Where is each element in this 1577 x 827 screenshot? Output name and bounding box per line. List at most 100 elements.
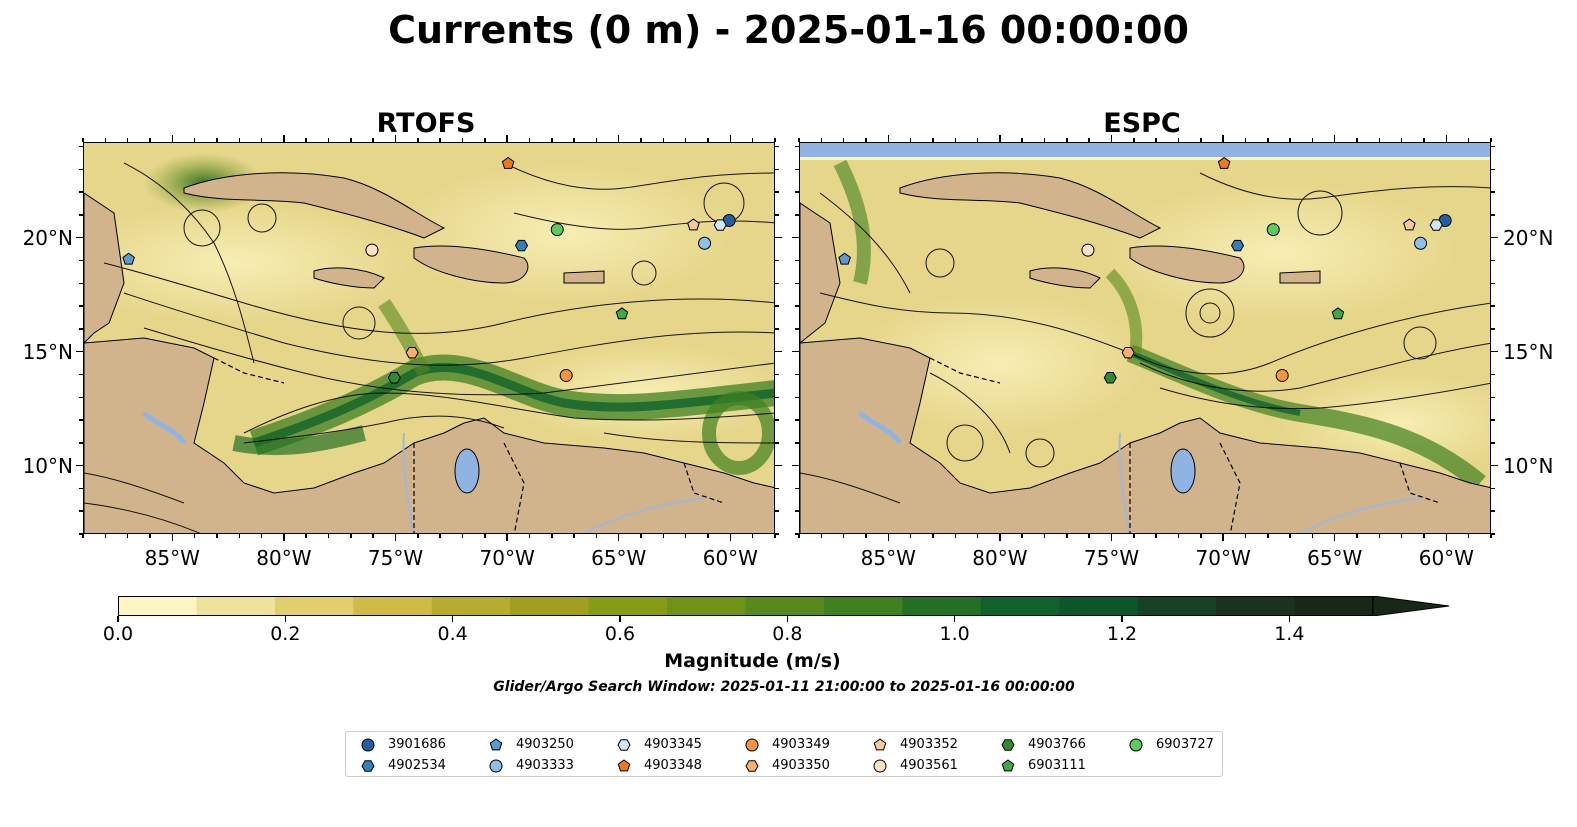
lat-tick-left [795, 282, 799, 285]
lon-tick-bottom [149, 534, 151, 538]
lon-tick-bottom [729, 534, 732, 541]
circle-marker-icon [489, 759, 503, 773]
lon-tick-top [1021, 138, 1023, 142]
lon-tick-top [1177, 138, 1180, 142]
colorbar-tick-label: 1.0 [939, 623, 970, 645]
lon-tick-bottom [238, 534, 240, 538]
lat-tick-right [775, 350, 782, 353]
lat-tick-label: 20°N [22, 225, 73, 250]
lon-tick-top [573, 138, 575, 142]
lat-tick-left [795, 259, 799, 262]
colorbar-segment [353, 596, 433, 616]
lon-tick-label: 60°W [1418, 546, 1474, 570]
lon-tick-top [1200, 138, 1202, 142]
lon-tick-bottom [305, 534, 307, 538]
search-window-text: Glider/Argo Search Window: 2025-01-11 21… [493, 679, 1075, 695]
lon-tick-label: 85°W [144, 546, 200, 570]
lat-tick-right [1491, 396, 1495, 398]
float-marker-4903561 [1081, 243, 1095, 257]
lon-tick-bottom [798, 534, 800, 538]
float-marker-4903352 [687, 218, 700, 231]
colorbar-tick [451, 616, 454, 622]
lon-tick-top [684, 138, 687, 142]
lat-tick-right [1491, 328, 1495, 330]
colorbar-segment [118, 596, 197, 616]
legend-label: 4903333 [516, 758, 574, 773]
lon-tick-top [1155, 138, 1157, 142]
colorbar-tick [786, 616, 789, 622]
lat-tick-left [76, 236, 83, 239]
colorbar-tick [953, 616, 956, 622]
lon-tick-top [350, 138, 352, 142]
lat-tick-right [775, 419, 779, 421]
lon-tick-bottom [1088, 534, 1090, 538]
colorbar-tick [284, 616, 287, 622]
lat-tick-left [795, 373, 799, 376]
lat-tick-left [795, 145, 799, 148]
lon-tick-bottom [1378, 534, 1381, 538]
lat-tick-left [79, 510, 83, 512]
lat-tick-right [775, 328, 779, 330]
lon-tick-bottom [573, 534, 575, 538]
colorbar-tick [619, 616, 621, 622]
lon-tick-bottom [887, 534, 890, 541]
rtofs-map [83, 142, 775, 534]
colorbar-segment [431, 596, 511, 616]
lon-tick-bottom [283, 534, 285, 541]
lon-tick-bottom [417, 534, 419, 538]
hexagon-marker-icon [617, 739, 631, 751]
lon-tick-top [506, 135, 508, 142]
lat-tick-right [775, 442, 779, 444]
lat-tick-left [79, 533, 83, 535]
lat-tick-left [79, 145, 83, 148]
lon-tick-bottom [193, 534, 196, 538]
lon-tick-top [305, 138, 307, 142]
lon-tick-top [1311, 138, 1314, 142]
lon-tick-top [820, 138, 823, 142]
lat-tick-left [79, 442, 83, 444]
lat-tick-left [795, 328, 799, 330]
lat-tick-right [775, 168, 779, 171]
lat-tick-right [775, 259, 779, 262]
colorbar-segment [902, 596, 982, 616]
lat-tick-right [1491, 533, 1495, 535]
lat-tick-right [775, 533, 779, 535]
legend-label: 4903348 [644, 758, 702, 773]
lon-tick-bottom [394, 534, 397, 541]
colorbar-label: Magnitude (m/s) [664, 650, 841, 672]
lat-tick-right [775, 236, 782, 239]
float-marker-4903348 [501, 156, 515, 169]
lon-tick-top [932, 138, 934, 142]
lat-tick-right [1491, 510, 1495, 512]
colorbar-tick [117, 616, 119, 622]
lon-tick-top [439, 138, 441, 142]
lat-tick-left [79, 328, 83, 330]
lat-tick-right [775, 510, 779, 512]
float-marker-4902534 [1230, 239, 1245, 252]
legend-label: 6903727 [1156, 737, 1214, 752]
lon-tick-top [1244, 138, 1247, 142]
lon-tick-bottom [1356, 534, 1358, 538]
colorbar-segment [1294, 596, 1374, 616]
pentagon-marker-icon [489, 738, 503, 751]
lon-tick-top [774, 138, 776, 142]
lon-tick-bottom [1155, 534, 1157, 538]
float-marker-4903350 [1121, 346, 1135, 359]
lon-tick-label: 70°W [479, 546, 535, 570]
colorbar-segment [980, 596, 1060, 616]
lat-tick-left [795, 510, 799, 512]
lon-tick-top [729, 135, 732, 142]
circle-marker-icon [873, 759, 887, 773]
lon-tick-top [394, 135, 397, 142]
lon-tick-top [954, 138, 956, 142]
colorbar-segment [1216, 596, 1296, 616]
lat-tick-left [79, 282, 83, 285]
lat-tick-left [795, 214, 799, 216]
lon-tick-label: 85°W [860, 546, 916, 570]
lat-tick-right [775, 487, 779, 490]
colorbar-tick-label: 0.6 [604, 623, 636, 645]
float-marker-4903345 [1429, 219, 1443, 231]
float-marker-4903349 [1275, 368, 1289, 382]
lat-tick-left [792, 350, 799, 353]
lon-tick-top [1356, 138, 1358, 142]
